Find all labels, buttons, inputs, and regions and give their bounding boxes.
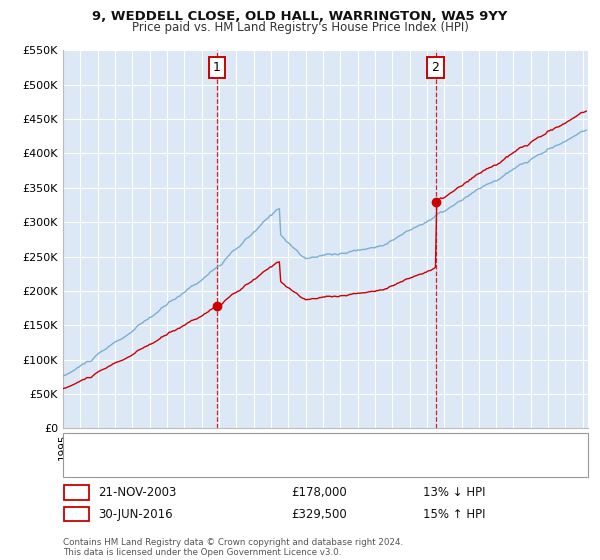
Text: 1: 1 [73, 486, 80, 499]
Text: HPI: Average price, detached house, Warrington: HPI: Average price, detached house, Warr… [108, 459, 348, 469]
Text: 9, WEDDELL CLOSE, OLD HALL, WARRINGTON, WA5 9YY (detached house): 9, WEDDELL CLOSE, OLD HALL, WARRINGTON, … [108, 436, 477, 446]
Text: 21-NOV-2003: 21-NOV-2003 [98, 486, 176, 499]
Text: ——: —— [72, 457, 89, 472]
Text: £329,500: £329,500 [291, 507, 347, 521]
Text: 2: 2 [431, 61, 439, 74]
Text: 1: 1 [213, 61, 221, 74]
Text: 30-JUN-2016: 30-JUN-2016 [98, 507, 172, 521]
Text: £178,000: £178,000 [291, 486, 347, 499]
Text: 9, WEDDELL CLOSE, OLD HALL, WARRINGTON, WA5 9YY: 9, WEDDELL CLOSE, OLD HALL, WARRINGTON, … [92, 10, 508, 23]
Text: 13% ↓ HPI: 13% ↓ HPI [423, 486, 485, 499]
Text: 2: 2 [73, 507, 80, 521]
Text: ——: —— [72, 435, 89, 448]
Text: Contains HM Land Registry data © Crown copyright and database right 2024.
This d: Contains HM Land Registry data © Crown c… [63, 538, 403, 557]
Text: 15% ↑ HPI: 15% ↑ HPI [423, 507, 485, 521]
Text: Price paid vs. HM Land Registry's House Price Index (HPI): Price paid vs. HM Land Registry's House … [131, 21, 469, 34]
